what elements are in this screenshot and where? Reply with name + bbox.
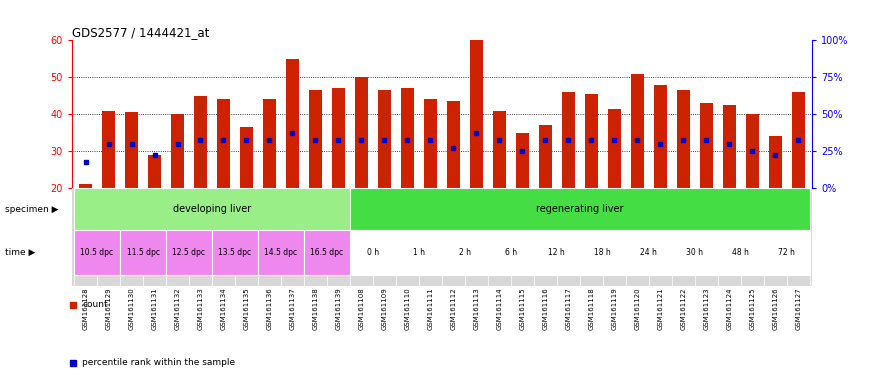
Text: percentile rank within the sample: percentile rank within the sample <box>82 358 235 367</box>
Text: 6 h: 6 h <box>505 248 517 257</box>
Bar <box>746 114 759 188</box>
Text: 13.5 dpc: 13.5 dpc <box>219 248 251 257</box>
Text: 18 h: 18 h <box>594 248 611 257</box>
Bar <box>608 109 620 188</box>
Bar <box>212 230 258 275</box>
Bar <box>148 155 161 188</box>
Bar <box>401 88 414 188</box>
Text: GDS2577 / 1444421_at: GDS2577 / 1444421_at <box>72 26 209 39</box>
Bar <box>654 85 667 188</box>
Text: 11.5 dpc: 11.5 dpc <box>127 248 159 257</box>
Bar <box>764 230 809 275</box>
Bar <box>488 230 534 275</box>
Text: count: count <box>82 300 108 309</box>
Bar <box>672 230 718 275</box>
Bar <box>166 230 212 275</box>
Bar <box>172 114 184 188</box>
Bar <box>723 105 736 188</box>
Bar <box>580 230 626 275</box>
Bar <box>792 92 804 188</box>
Bar <box>304 230 350 275</box>
Bar <box>539 125 551 188</box>
Bar <box>332 88 345 188</box>
Bar <box>102 111 115 188</box>
Bar <box>309 90 322 188</box>
Bar <box>493 111 506 188</box>
Bar <box>378 90 391 188</box>
Bar <box>700 103 712 188</box>
Bar <box>585 94 598 188</box>
Text: specimen ▶: specimen ▶ <box>5 205 59 214</box>
Bar <box>447 101 459 188</box>
Bar <box>240 127 253 188</box>
Bar <box>125 113 138 188</box>
Bar <box>120 230 166 275</box>
Text: 2 h: 2 h <box>458 248 471 257</box>
Text: 72 h: 72 h <box>778 248 795 257</box>
Text: 0 h: 0 h <box>367 248 379 257</box>
Text: 16.5 dpc: 16.5 dpc <box>311 248 344 257</box>
Bar <box>263 99 276 188</box>
Bar <box>355 77 367 188</box>
Text: time ▶: time ▶ <box>5 248 36 257</box>
Bar <box>534 230 580 275</box>
Text: 10.5 dpc: 10.5 dpc <box>80 248 114 257</box>
Bar <box>516 133 528 188</box>
Bar <box>194 96 206 188</box>
Text: 1 h: 1 h <box>413 248 425 257</box>
Bar <box>350 230 396 275</box>
Bar <box>631 74 644 188</box>
Text: regenerating liver: regenerating liver <box>536 204 624 214</box>
Bar <box>718 230 764 275</box>
Bar <box>562 92 575 188</box>
Text: 24 h: 24 h <box>640 248 657 257</box>
Bar <box>286 59 298 188</box>
Bar <box>74 230 120 275</box>
Bar <box>350 188 809 230</box>
Text: 48 h: 48 h <box>732 248 749 257</box>
Bar <box>470 40 483 188</box>
Bar <box>626 230 672 275</box>
Bar <box>217 99 230 188</box>
Text: 14.5 dpc: 14.5 dpc <box>264 248 298 257</box>
Text: developing liver: developing liver <box>173 204 251 214</box>
Bar <box>424 99 437 188</box>
Bar <box>80 184 92 188</box>
Bar <box>442 230 488 275</box>
Text: 30 h: 30 h <box>686 248 704 257</box>
Bar <box>74 188 350 230</box>
Bar <box>769 136 781 188</box>
Bar <box>396 230 442 275</box>
Bar <box>258 230 304 275</box>
Bar <box>677 90 690 188</box>
Text: 12 h: 12 h <box>549 248 565 257</box>
Text: 12.5 dpc: 12.5 dpc <box>172 248 206 257</box>
